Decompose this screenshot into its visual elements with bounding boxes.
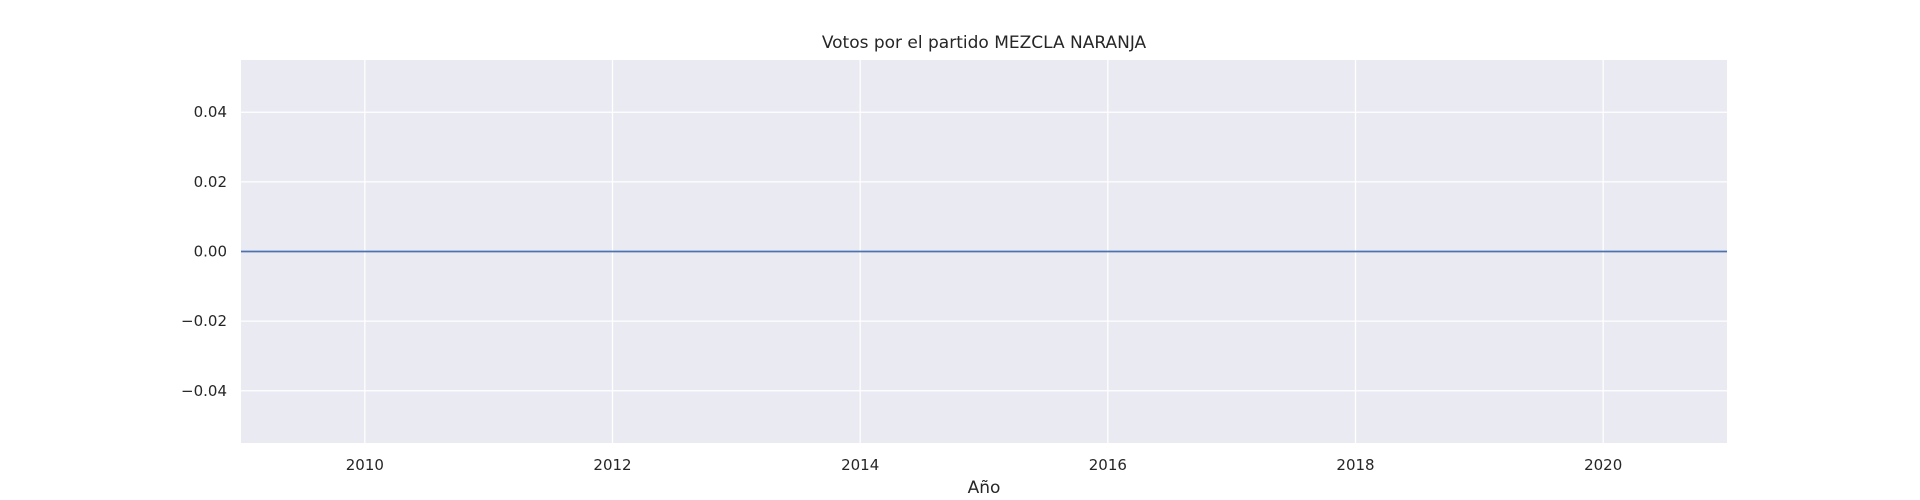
y-tick-label: 0.04: [194, 103, 227, 121]
x-tick-labels: 2010 2012 2014 2016 2018 2020: [346, 456, 1623, 474]
y-tick-label: −0.04: [181, 382, 227, 400]
x-axis-title: Año: [968, 478, 1001, 498]
x-tick-label: 2018: [1336, 456, 1374, 474]
x-tick-label: 2016: [1089, 456, 1127, 474]
x-tick-label: 2020: [1584, 456, 1622, 474]
x-tick-label: 2012: [593, 456, 631, 474]
chart-title: Votos por el partido MEZCLA NARANJA: [822, 33, 1147, 53]
y-tick-label: −0.02: [181, 312, 227, 330]
y-tick-labels: 0.04 0.02 0.00 −0.02 −0.04: [181, 103, 227, 400]
x-tick-label: 2014: [841, 456, 879, 474]
y-tick-label: 0.00: [194, 243, 227, 261]
y-tick-label: 0.02: [194, 173, 227, 191]
x-tick-label: 2010: [346, 456, 384, 474]
